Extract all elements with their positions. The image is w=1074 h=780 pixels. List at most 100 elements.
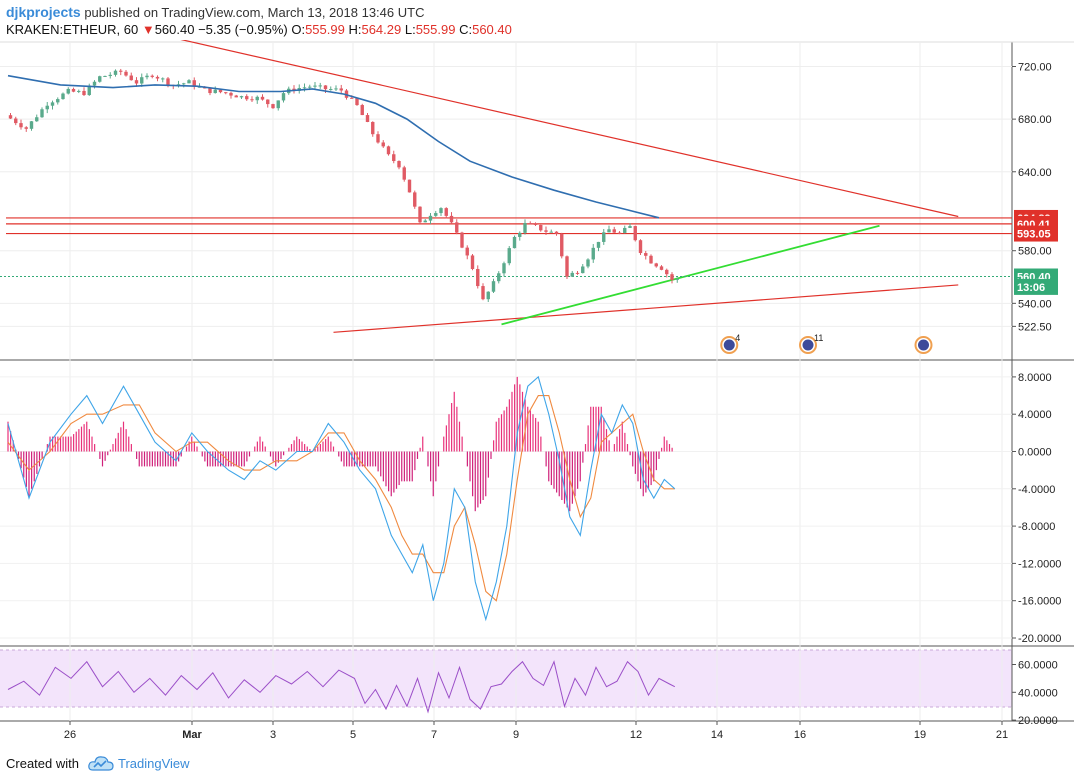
candle-body [239, 96, 244, 98]
candle-body [61, 93, 65, 100]
candle-body [224, 92, 228, 94]
author-link[interactable]: djkprojects [6, 4, 81, 20]
macd-tick-label: -16.0000 [1018, 596, 1061, 608]
candle-body [234, 95, 238, 98]
candle-body [439, 208, 443, 214]
macd-tick-label: -20.0000 [1018, 633, 1061, 645]
y-tick-label: 720.00 [1018, 62, 1052, 74]
candle-body [329, 89, 333, 91]
candle-body [413, 192, 417, 207]
candle-body [533, 223, 538, 225]
candle-body [134, 80, 139, 84]
candle-body [486, 291, 490, 300]
rsi-line [7, 660, 676, 714]
candle-body [71, 88, 76, 92]
candle-body [218, 89, 223, 93]
candle-body [565, 256, 569, 277]
candle-body [260, 96, 265, 100]
candle-body [145, 75, 149, 78]
candle-body [575, 272, 580, 274]
y-tick-label: 580.00 [1018, 246, 1052, 258]
candle-body [386, 146, 391, 155]
candle-body [376, 134, 380, 143]
y-tick-label: 680.00 [1018, 114, 1052, 126]
x-tick-label: 3 [270, 729, 276, 741]
x-tick-label: 21 [996, 729, 1008, 741]
y-tick-label: 640.00 [1018, 167, 1052, 179]
candle-body [628, 226, 632, 228]
price-chart[interactable]: 720.00680.00640.00580.00540.00522.50604.… [0, 40, 1074, 746]
candle-body [502, 263, 506, 274]
macd-tick-label: -4.0000 [1018, 484, 1055, 496]
macd-tick-label: -8.0000 [1018, 521, 1055, 533]
candle-body [518, 232, 522, 237]
candle-body [113, 70, 118, 75]
candle-body [98, 76, 102, 82]
candle-body [612, 229, 616, 233]
candle-body [654, 263, 658, 267]
candle-body [476, 268, 480, 287]
candle-body [491, 281, 496, 292]
candle-body [77, 90, 81, 92]
candle-body [308, 86, 312, 88]
candle-body [465, 247, 469, 256]
y-tick-label: 522.50 [1018, 321, 1052, 333]
trend-line-lower-support [333, 284, 959, 333]
candle-body [570, 272, 574, 277]
candle-body [355, 98, 359, 106]
candle-body [40, 109, 44, 118]
candle-body [129, 75, 133, 81]
candle-body [397, 161, 401, 168]
candle-body [596, 241, 601, 248]
candle-body [45, 105, 49, 110]
candle-body [350, 97, 354, 99]
candle-body [418, 206, 422, 223]
candle-body [161, 78, 165, 80]
price-level-label: 593.05 [1017, 229, 1051, 241]
candle-body [255, 96, 259, 101]
candle-body [539, 224, 543, 231]
candle-body [124, 71, 128, 76]
candle-body [19, 123, 23, 128]
candle-body [155, 76, 160, 79]
event-marker-icon [723, 339, 735, 351]
candle-body [250, 99, 254, 101]
candle-body [470, 255, 475, 269]
symbol-line: KRAKEN:ETHEUR, 60 ▼560.40 −5.35 (−0.95%)… [6, 22, 512, 37]
high-value: 564.29 [361, 22, 402, 37]
candle-body [428, 215, 433, 221]
rsi-tick-label: 20.0000 [1018, 715, 1058, 727]
candle-body [119, 70, 123, 72]
candle-body [675, 278, 679, 280]
x-tick-label: 19 [914, 729, 926, 741]
candle-body [455, 222, 459, 233]
candle-body [35, 117, 39, 122]
x-tick-label: 7 [431, 729, 437, 741]
change-value: −5.35 (−0.95%) [198, 22, 288, 37]
published-text: published on TradingView.com, March 13, … [84, 5, 425, 20]
down-arrow-icon: ▼ [141, 22, 155, 37]
candle-body [213, 89, 217, 94]
candle-body [323, 85, 328, 90]
chart-header: djkprojects published on TradingView.com… [0, 0, 1074, 40]
x-tick-label: 14 [711, 729, 723, 741]
candle-body [8, 115, 13, 119]
candle-body [444, 208, 448, 216]
candle-body [523, 223, 527, 233]
symbol-label: KRAKEN:ETHEUR, 60 [6, 22, 139, 37]
moving-average-line [7, 74, 660, 219]
candle-body [623, 227, 627, 233]
open-value: 555.99 [305, 22, 345, 37]
candle-body [245, 96, 249, 100]
candle-body [670, 274, 674, 280]
price-level-badge [1014, 225, 1058, 242]
tradingview-brand[interactable]: TradingView [118, 756, 190, 771]
x-tick-label: 12 [630, 729, 642, 741]
candle-body [644, 253, 648, 256]
candle-body [544, 230, 548, 232]
candle-body [182, 83, 186, 85]
low-label: L: [404, 22, 416, 37]
candle-body [392, 154, 396, 162]
candle-body [187, 80, 191, 84]
candle-body [166, 78, 170, 85]
